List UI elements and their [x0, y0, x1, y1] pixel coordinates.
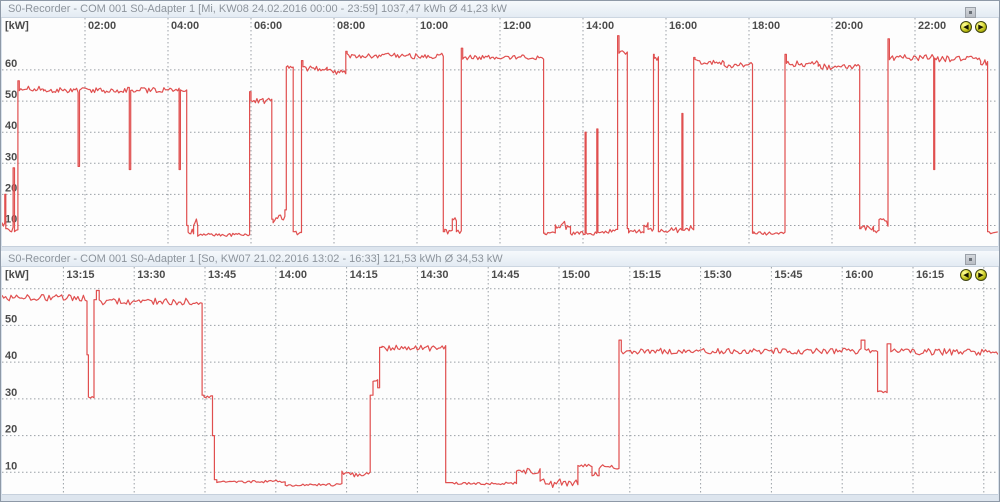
x-tick-label: 02:00 [88, 20, 116, 32]
y-tick-label: 20 [5, 182, 17, 194]
x-tick-label: 15:00 [562, 269, 590, 281]
y-tick-label: 60 [5, 58, 17, 70]
next-period-button[interactable]: ▶ [975, 21, 987, 33]
panel-day-chart: S0-Recorder - COM 001 S0-Adapter 1 [Mi, … [1, 1, 999, 251]
x-tick-label: 14:00 [586, 20, 614, 32]
resize-grip[interactable] [965, 7, 976, 18]
x-tick-label: 06:00 [254, 20, 282, 32]
y-tick-label: 20 [5, 424, 17, 436]
unit-label: [kW] [5, 269, 29, 281]
resize-grip[interactable] [965, 254, 976, 265]
panel-titlebar[interactable]: S0-Recorder - COM 001 S0-Adapter 1 [Mi, … [1, 1, 999, 18]
x-tick-label: 22:00 [918, 20, 946, 32]
prev-period-button[interactable]: ◀ [960, 21, 972, 33]
prev-arrow-icon: ◀ [963, 271, 969, 279]
x-tick-label: 14:00 [279, 269, 307, 281]
x-tick-label: 13:15 [66, 269, 94, 281]
x-tick-label: 14:15 [350, 269, 378, 281]
x-tick-label: 13:45 [208, 269, 236, 281]
x-tick-label: 14:45 [491, 269, 519, 281]
x-tick-label: 14:30 [420, 269, 448, 281]
power-line-series [2, 35, 998, 237]
prev-arrow-icon: ◀ [963, 23, 969, 31]
y-tick-label: 10 [5, 214, 17, 226]
chart-plot-area: 02:00 04:00 06:00 08:00 10:00 12:00 14:00 16:00… [2, 18, 998, 246]
next-arrow-icon: ▶ [978, 23, 984, 31]
chart-plot-area: 13:15 13:30 13:45 14:00 14:15 14:30 14:45 15:00… [2, 267, 998, 494]
x-tick-label: 15:45 [774, 269, 802, 281]
x-tick-label: 12:00 [503, 20, 531, 32]
x-tick-label: 13:30 [137, 269, 165, 281]
y-tick-label: 50 [5, 313, 17, 325]
x-tick-label: 16:00 [845, 269, 873, 281]
chart-nav: ◀ ▶ [960, 269, 987, 281]
x-tick-label: 15:15 [633, 269, 661, 281]
x-tick-label: 10:00 [420, 20, 448, 32]
x-tick-label: 20:00 [835, 20, 863, 32]
power-line-series [2, 289, 998, 488]
panel-bottom-strip [2, 246, 998, 251]
panel-interval-chart: S0-Recorder - COM 001 S0-Adapter 1 [So, … [1, 251, 999, 501]
x-tick-label: 08:00 [337, 20, 365, 32]
prev-period-button[interactable]: ◀ [960, 269, 972, 281]
chart-nav: ◀ ▶ [960, 21, 987, 33]
y-tick-label: 30 [5, 387, 17, 399]
panel-bottom-strip [2, 494, 998, 501]
x-tick-label: 18:00 [752, 20, 780, 32]
panel-titlebar[interactable]: S0-Recorder - COM 001 S0-Adapter 1 [So, … [1, 251, 999, 267]
y-tick-label: 40 [5, 120, 17, 132]
interval-power-chart: 13:15 13:30 13:45 14:00 14:15 14:30 14:45 15:00… [2, 267, 998, 494]
unit-label: [kW] [5, 20, 29, 32]
y-tick-label: 30 [5, 151, 17, 163]
x-tick-label: 15:30 [704, 269, 732, 281]
x-tick-label: 04:00 [171, 20, 199, 32]
next-period-button[interactable]: ▶ [975, 269, 987, 281]
x-tick-label: 16:00 [669, 20, 697, 32]
next-arrow-icon: ▶ [978, 271, 984, 279]
day-power-chart: 02:00 04:00 06:00 08:00 10:00 12:00 14:00 16:00… [2, 18, 998, 246]
y-tick-label: 40 [5, 350, 17, 362]
y-tick-label: 10 [5, 460, 17, 472]
x-tick-label: 16:15 [916, 269, 944, 281]
y-tick-label: 50 [5, 89, 17, 101]
